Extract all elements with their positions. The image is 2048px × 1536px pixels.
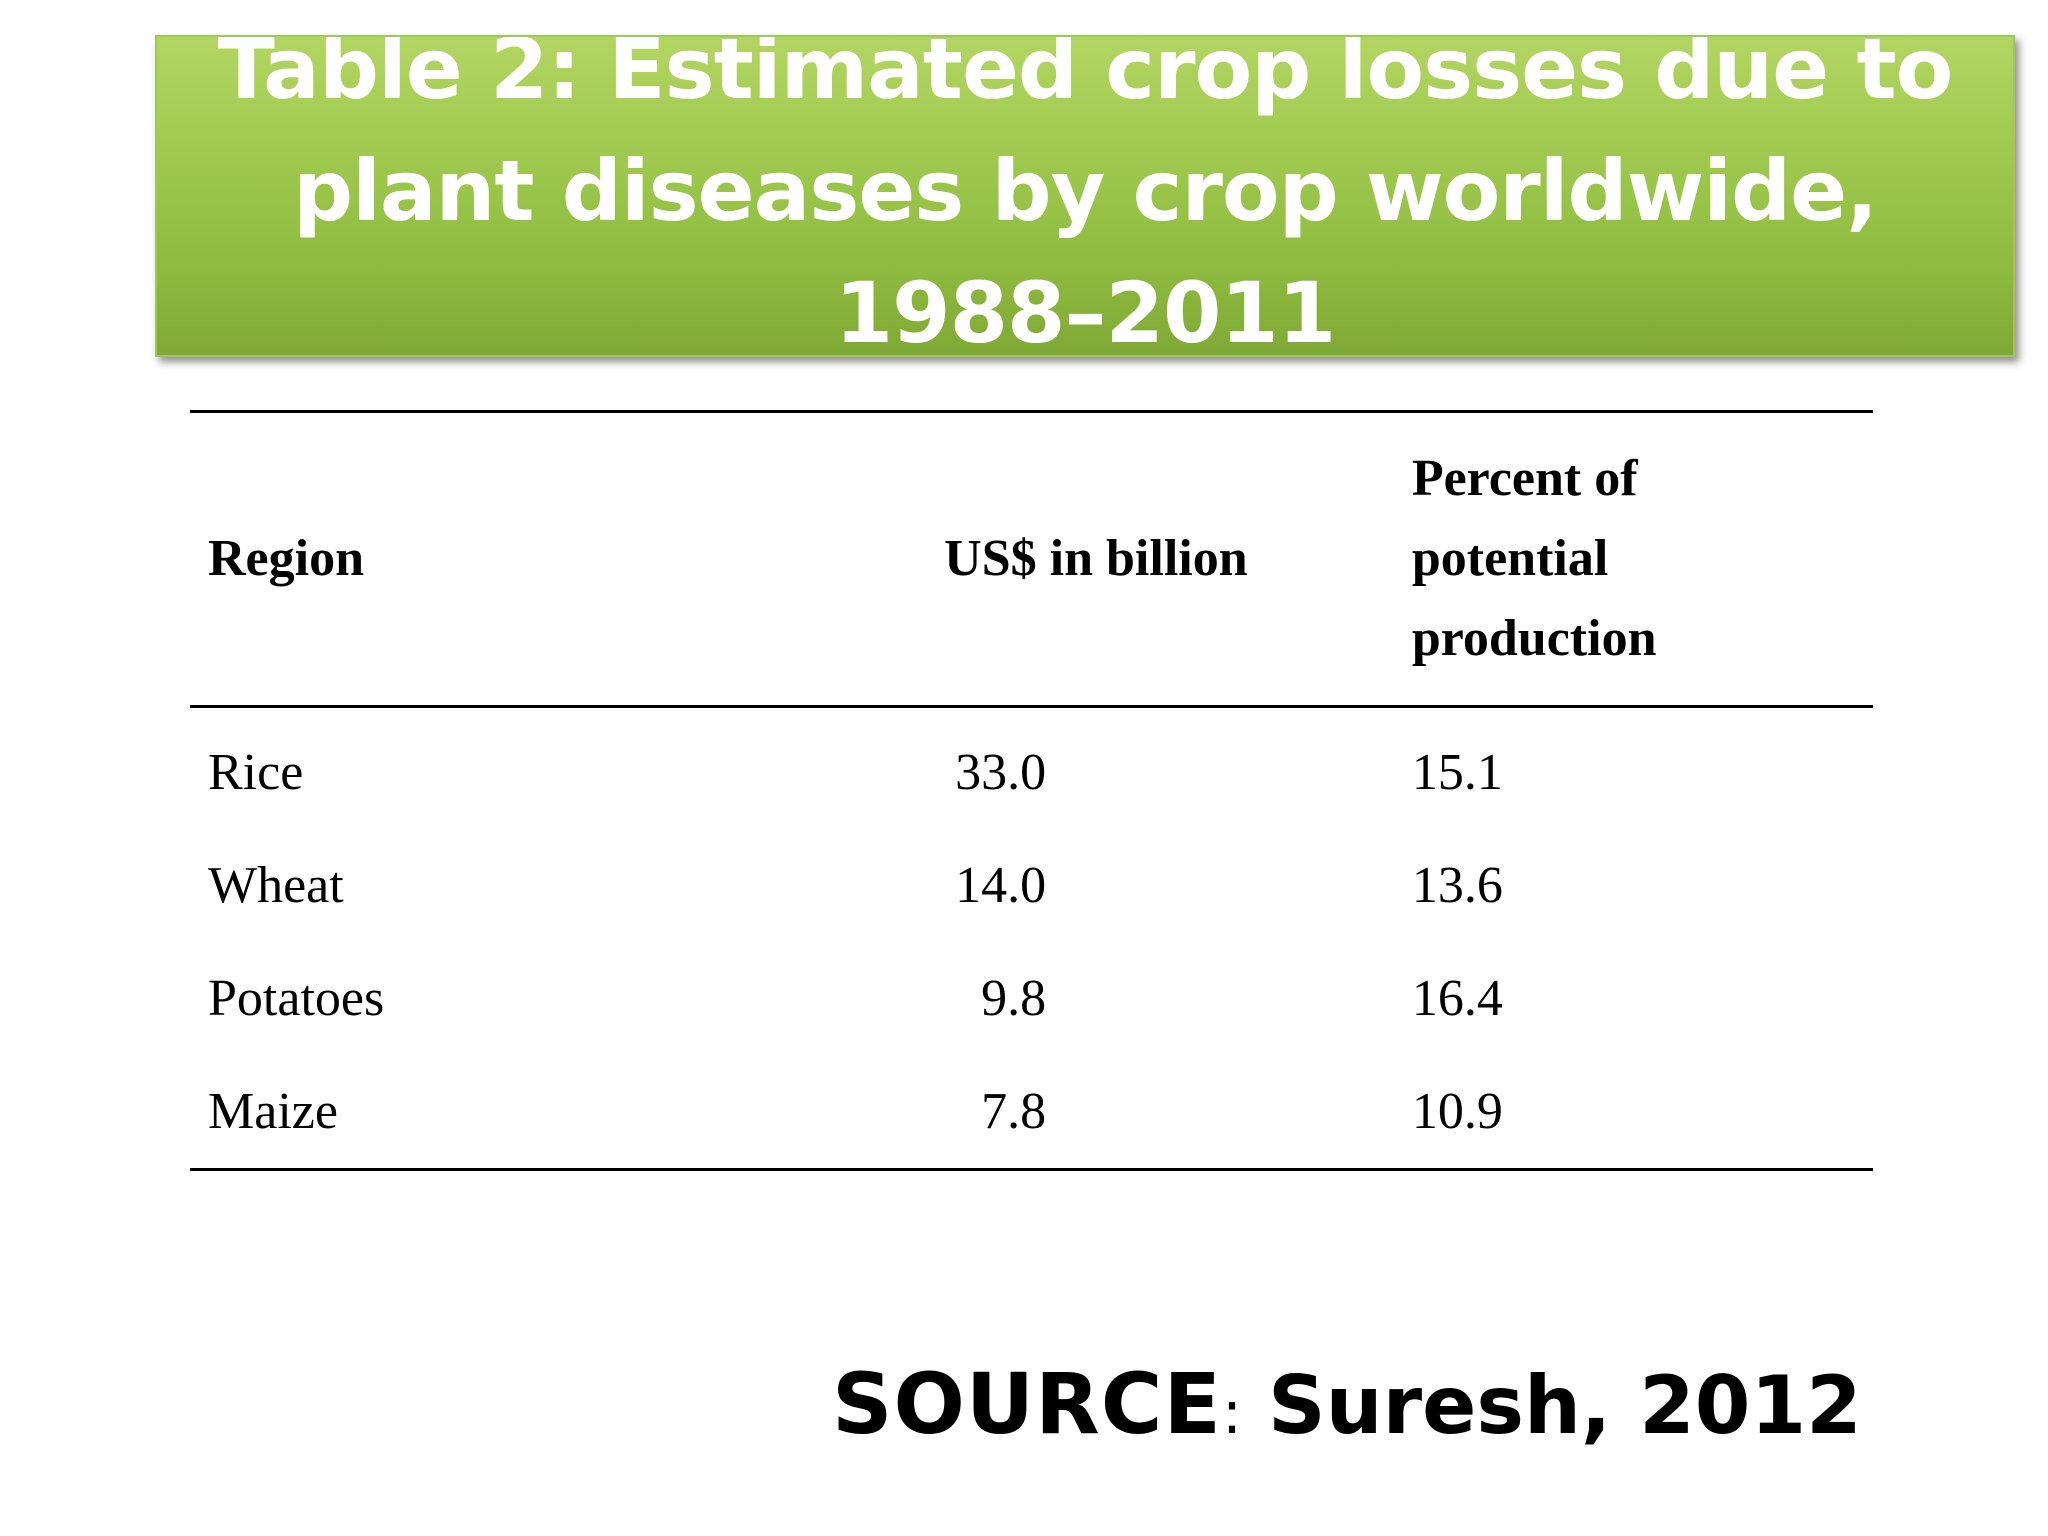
source-colon: : <box>1221 1378 1243 1448</box>
cell-usd: 7.8 <box>926 1055 1394 1170</box>
cell-percent: 10.9 <box>1411 1083 1503 1140</box>
title-banner: Table 2: Estimated crop losses due to pl… <box>155 35 2015 357</box>
source-label: SOURCE <box>832 1355 1222 1453</box>
header-of-word: of <box>1594 450 1638 507</box>
header-usd: US$ in billion <box>944 530 1248 587</box>
header-percent: Percent of potential production <box>1394 412 1873 707</box>
table-row: Potatoes 9.8 16.4 <box>190 942 1873 1055</box>
cell-region: Wheat <box>208 857 344 914</box>
usd-value: 9.8 <box>981 970 1047 1027</box>
cell-usd: 33.0 <box>926 707 1394 830</box>
table-header-row: Region US$ in billion Percent of potenti… <box>190 411 1873 707</box>
cell-percent: 16.4 <box>1411 970 1503 1027</box>
table-row: Rice 33.0 15.1 <box>190 707 1873 830</box>
source-value: Suresh, 2012 <box>1268 1359 1862 1452</box>
header-percent-word: Percent <box>1411 450 1582 507</box>
source-citation: SOURCE: Suresh, 2012 <box>832 1355 1862 1453</box>
usd-value: 14.0 <box>955 857 1047 914</box>
cell-percent: 13.6 <box>1411 857 1503 914</box>
header-percent-line1: Percent of <box>1412 439 1857 519</box>
usd-value: 7.8 <box>981 1083 1047 1140</box>
table-row: Maize 7.8 10.9 <box>190 1055 1873 1170</box>
header-potential-word: potential <box>1411 530 1609 587</box>
cell-region: Potatoes <box>208 970 385 1027</box>
slide-title: Table 2: Estimated crop losses due to pl… <box>217 35 1954 357</box>
cell-usd: 9.8 <box>926 942 1394 1055</box>
header-production-word: production <box>1411 610 1657 667</box>
usd-value: 33.0 <box>955 744 1047 801</box>
cell-usd: 14.0 <box>926 829 1394 942</box>
cell-region: Rice <box>208 744 304 801</box>
cell-percent: 15.1 <box>1411 744 1503 801</box>
header-region: Region <box>208 530 364 587</box>
cell-region: Maize <box>208 1083 338 1140</box>
table-row: Wheat 14.0 13.6 <box>190 829 1873 942</box>
crop-loss-table: Region US$ in billion Percent of potenti… <box>190 410 1873 1171</box>
